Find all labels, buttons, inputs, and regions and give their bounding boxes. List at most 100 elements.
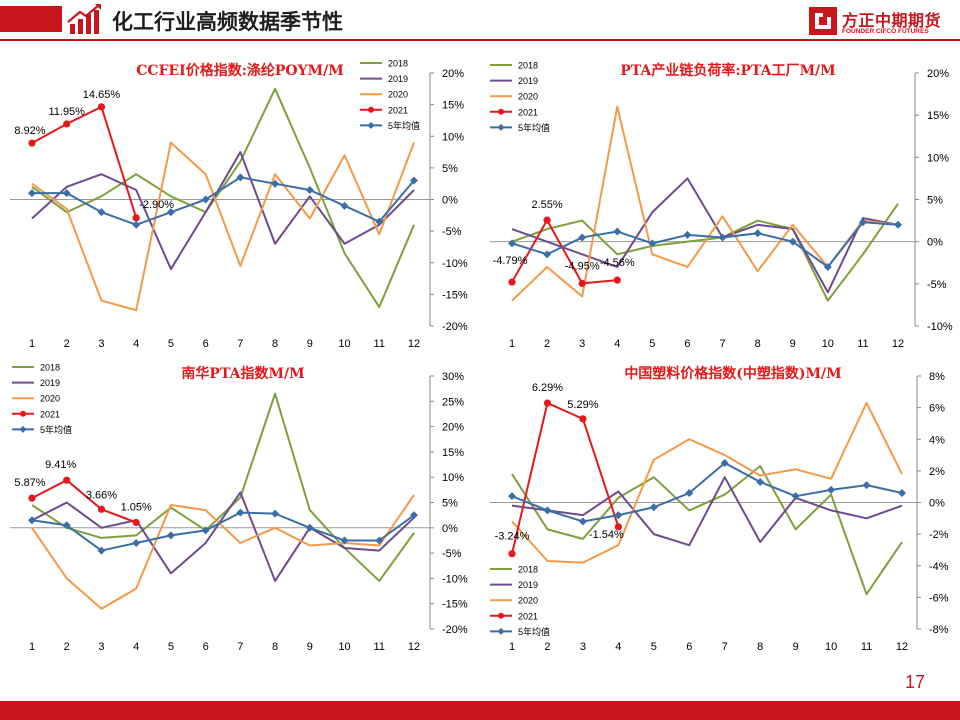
header-divider [0,39,960,41]
series-5yr-point [28,516,36,525]
series-5yr-point [132,220,141,229]
y-tick-label: -10% [442,573,468,585]
series-2019-line [31,151,415,271]
y-tick-label: -5% [927,279,947,291]
x-tick-label: 11 [374,338,385,350]
series-2021-point [28,139,36,147]
series-2019-line [511,476,903,547]
legend-label: 5年均值 [40,424,72,435]
series-5yr-point [788,237,797,246]
series-5yr-point [340,536,349,545]
legend-label: 5年均值 [518,626,550,637]
series-5yr-point [305,523,314,532]
x-tick-label: 12 [408,641,420,653]
x-tick-label: 12 [896,641,908,653]
series-5yr-line [32,176,415,226]
data-label-2021: 2.55% [531,199,562,211]
series-2018-line [511,465,903,596]
series-2021-point [543,216,551,224]
legend-label: 2021 [40,409,60,419]
data-label-2021: 5.29% [567,399,598,411]
company-logo: 方正中期期货 FOUNDER CIFCO FUTURES [808,6,948,38]
x-tick-label: 5 [168,641,174,653]
series-2021-point [97,103,106,111]
x-tick-label: 6 [684,338,690,350]
series-2021-point [543,399,552,407]
y-tick-label: 15% [442,447,464,459]
y-tick-label: 25% [442,396,464,408]
legend-label: 2018 [518,565,538,575]
series-5yr-point [756,477,765,486]
series-2020-line [31,141,415,312]
series-5yr-point [97,208,106,217]
legend-marker-2021 [498,108,504,115]
series-5yr-point [578,233,587,242]
x-tick-label: 6 [203,338,209,350]
data-label-2021: 8.92% [14,125,45,137]
data-label-2021: 1.05% [121,501,152,513]
data-label-2021: -2.90% [139,199,174,211]
data-label-2021: -4.79% [493,255,528,267]
y-tick-label: 0% [929,498,945,510]
x-tick-label: 2 [544,641,550,653]
series-2021-line [31,479,137,524]
series-5yr-point [614,511,623,520]
y-tick-label: 30% [442,371,464,383]
series-5yr-point [62,521,71,530]
series-5yr-line [31,511,415,552]
series-2021-line [31,105,138,219]
x-tick-label: 10 [822,338,834,350]
y-tick-label: -20% [442,624,468,636]
chart-title: 南华PTA指数M/M [181,365,304,382]
chart-title: 中国塑料价格指数(中塑指数)M/M [624,365,841,382]
x-tick-label: 5 [168,338,174,350]
legend-marker-5yr [367,121,375,129]
series-2021-line [511,219,618,285]
series-5yr-point [827,485,836,494]
data-label-2021: -1.54% [589,529,624,541]
x-tick-label: 1 [29,641,35,653]
series-5yr-point [543,250,552,259]
series-2021-point [132,214,140,222]
legend-label: 2020 [518,92,538,102]
legend-label: 2020 [388,90,408,100]
y-tick-label: 4% [929,434,945,446]
data-label-2021: 3.66% [86,489,117,501]
legend-label: 2021 [518,611,538,621]
y-tick-label: 15% [927,110,949,122]
y-tick-label: 20% [442,68,464,80]
series-5yr-point [375,536,384,545]
series-5yr-point [340,201,349,210]
series-5yr-point [791,492,800,501]
legend-label: 2018 [40,363,60,373]
logo-mark-icon [809,7,837,35]
series-5yr-point [166,208,175,217]
x-tick-label: 9 [307,338,313,350]
y-tick-label: 5% [442,498,458,510]
series-5yr-point [508,239,516,248]
series-5yr-point [898,489,906,498]
x-tick-label: 9 [307,641,313,653]
x-tick-label: 5 [649,338,655,350]
y-tick-label: -5% [442,226,462,238]
x-tick-label: 8 [757,641,763,653]
x-tick-label: 10 [338,641,350,653]
chart-3: 南华PTA指数M/M 30% 25% 20% 15% 10% 5% 0% -5% -10% -15%… [10,363,468,653]
series-2021-point [63,120,71,128]
series-2021-point [508,550,516,558]
x-tick-label: 2 [64,641,70,653]
legend-label: 5年均值 [388,120,420,131]
x-tick-label: 3 [579,338,585,350]
x-tick-label: 12 [408,338,420,350]
series-2020-line [511,401,903,564]
series-2021-point [97,505,106,513]
logo-text: 方正中期期货 [842,11,942,30]
chart-title: CCFEI价格指数:涤纶POYM/M [136,62,343,79]
legend-marker-2021 [368,106,374,113]
y-tick-label: -4% [929,561,949,573]
legend-label: 2019 [518,580,538,590]
y-tick-label: 6% [929,403,945,415]
y-tick-label: -15% [442,289,468,301]
legend-label: 2018 [518,61,538,71]
y-tick-label: 10% [927,152,949,164]
